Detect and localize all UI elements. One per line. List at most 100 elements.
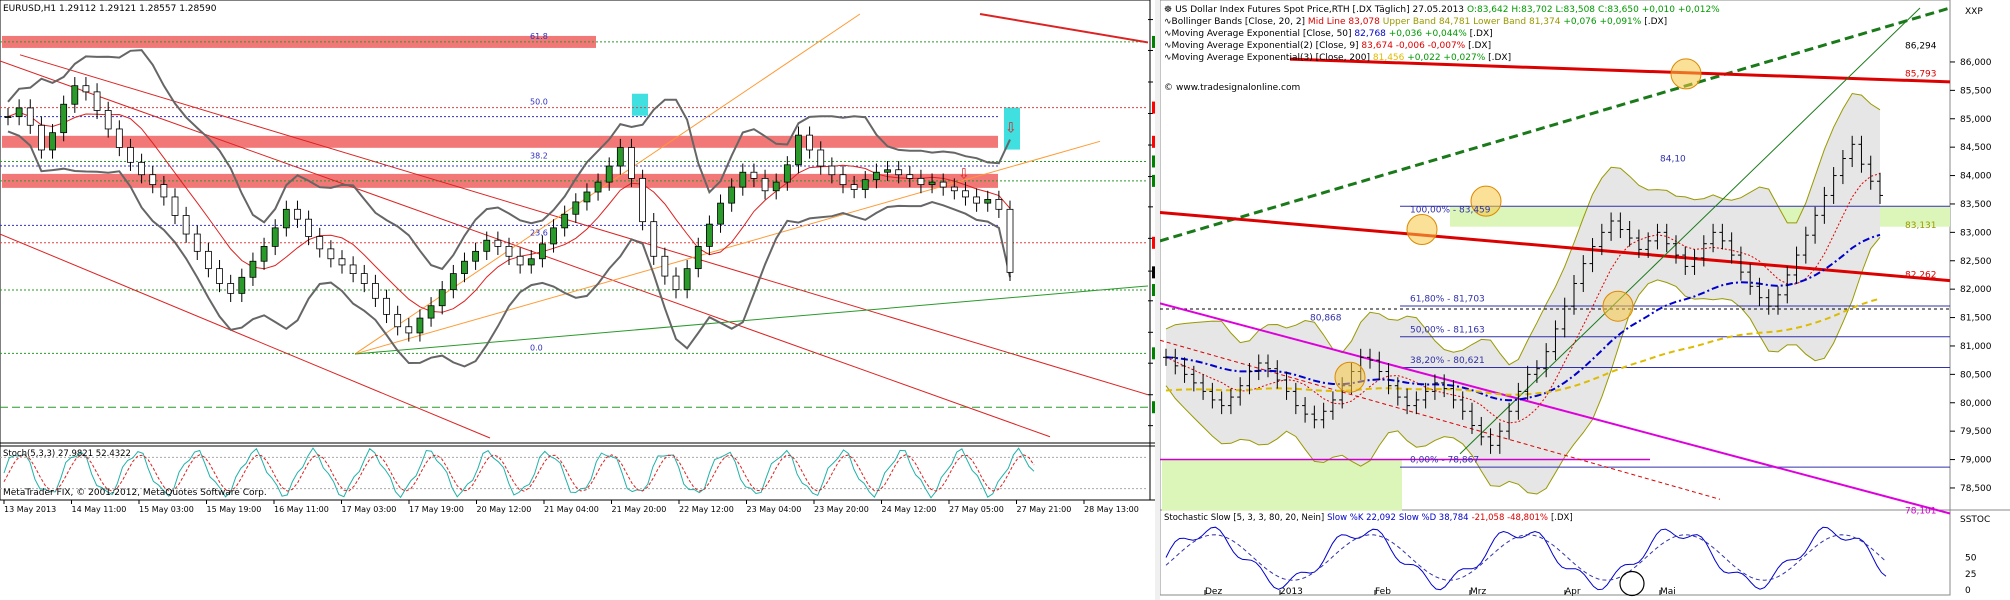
mt4-eurusd-chart[interactable]: ⇩⇩ 61.850.038.223.60.01.306351.303851.30… xyxy=(0,0,1155,600)
candle-body xyxy=(806,134,813,151)
candle-body xyxy=(427,305,435,319)
candle-body xyxy=(672,275,680,291)
candle-body xyxy=(661,255,669,277)
candle-body xyxy=(383,297,390,315)
stoch-main xyxy=(3,447,1035,499)
x-tick-label: 14 May 11:00 xyxy=(72,505,127,514)
x-tick-label: 23 May 04:00 xyxy=(747,505,802,514)
candle-body xyxy=(138,161,146,176)
metatrader-watermark: MetaTrader FIX, © 2001-2012, MetaQuotes … xyxy=(3,488,267,498)
x-tick-label: 23 May 20:00 xyxy=(814,505,869,514)
tradesignal-dx-chart[interactable]: 80,868 84,10 100,00% - 83,459 61,80% - 81,7… xyxy=(1160,0,2010,600)
price-label-box xyxy=(1152,236,1155,249)
red-dashed-trend xyxy=(1160,339,1721,500)
dx-y-axis-label: XXP xyxy=(1965,7,1983,17)
fib-annotation: 38,20% - 80,621 xyxy=(1410,356,1485,366)
red-zone-mid xyxy=(2,135,998,148)
stoch-k xyxy=(1165,526,1887,591)
candle-body xyxy=(639,178,646,223)
candle-body xyxy=(895,169,903,176)
price-label-box xyxy=(1152,35,1155,48)
candle-body xyxy=(38,124,45,151)
candle-body xyxy=(973,196,980,204)
x-tick-label: 15 May 19:00 xyxy=(207,505,262,514)
fib-annotation: 61,80% - 81,703 xyxy=(1410,295,1485,305)
candle-body xyxy=(282,208,290,229)
x-tick-label: 16 May 11:00 xyxy=(274,505,329,514)
highlight-circle xyxy=(1334,361,1366,393)
highlight-circle xyxy=(1406,214,1438,246)
candle-body xyxy=(516,255,524,266)
y-tick-label: 81,000 xyxy=(1960,342,1992,352)
candle-body xyxy=(650,221,658,257)
candle-body xyxy=(928,181,936,185)
dx-stoch-suffix: [.DX] xyxy=(1551,513,1573,523)
copyright-glyph-icon: © xyxy=(1164,83,1173,93)
y-tick-label: 83,500 xyxy=(1960,200,1992,210)
candle-body xyxy=(360,273,368,284)
candle-body xyxy=(906,174,914,179)
fib-label: 0.0 xyxy=(530,343,543,352)
candle-body xyxy=(795,134,802,166)
fib-label: 61.8 xyxy=(530,32,548,41)
price-label-box xyxy=(1152,174,1155,187)
fib-label: 50.0 xyxy=(530,98,548,107)
candle-body xyxy=(60,103,68,134)
dx-legend-value: 81,456 xyxy=(1370,53,1405,63)
red-trend-top-right xyxy=(979,13,1149,44)
highlight-circle xyxy=(1602,290,1634,322)
x-tick-label: Mrz xyxy=(1470,587,1486,597)
candle-body xyxy=(115,128,123,148)
eurusd-title: EURUSD,H1 1.29112 1.29121 1.28557 1.2859… xyxy=(3,4,217,14)
red-zone-top xyxy=(2,35,596,48)
highlight-circle xyxy=(1470,185,1502,217)
candle-body xyxy=(995,199,1003,210)
candle-body xyxy=(817,149,825,167)
candle-body xyxy=(884,169,891,173)
bollinger-lower xyxy=(1165,236,1881,495)
candle-body xyxy=(873,171,880,181)
stoch-tick: 0 xyxy=(1965,586,1971,596)
down-channel-lower xyxy=(0,233,491,439)
price-label-box xyxy=(1152,347,1155,360)
y-tick-label: 84,500 xyxy=(1960,143,1992,153)
candle-body xyxy=(149,174,157,185)
candle-body xyxy=(193,233,201,252)
candle-body xyxy=(605,165,613,183)
down-trend-mid xyxy=(19,54,1149,396)
candle-body xyxy=(294,208,301,220)
x-tick-label: 13 May 2013 xyxy=(4,505,56,514)
x-tick-label: 22 May 12:00 xyxy=(679,505,734,514)
y-tick-label: 78,500 xyxy=(1960,484,1992,494)
dx-legend-item: ∿Moving Average Exponential(2) [Close, 9… xyxy=(1164,41,1491,51)
candle-body xyxy=(82,85,90,93)
candle-body xyxy=(761,178,769,192)
y-tick-label: 83,000 xyxy=(1960,228,1992,238)
candle-body xyxy=(694,245,702,270)
dx-stoch-change: -21,058 -48,801% xyxy=(1472,513,1548,523)
fib-annotation: 0,00% - 78,867 xyxy=(1410,455,1479,465)
price-label: 85,793 xyxy=(1905,70,1937,80)
candle-body xyxy=(828,165,836,176)
y-tick-label: 79,000 xyxy=(1960,456,1992,466)
candle-body xyxy=(962,190,969,198)
candle-body xyxy=(683,268,691,291)
candle-body xyxy=(438,289,446,307)
candle-body xyxy=(494,239,502,247)
dx-stoch-label: Stochastic Slow [5, 3, 3, 80, 20, Nein] xyxy=(1164,513,1324,523)
candle-body xyxy=(15,107,23,118)
dx-legend-value: Mid Line 83,078 xyxy=(1305,17,1380,27)
price-label: 82,262 xyxy=(1905,270,1937,280)
candle-body xyxy=(4,116,12,119)
candle-body xyxy=(405,326,413,334)
svg-text:☸US Dollar Index Futures Spot: ☸ US Dollar Index Futures Spot Price,RTH … xyxy=(1164,5,1720,15)
cyan-marker-1 xyxy=(632,93,648,116)
candle-body xyxy=(950,186,958,192)
bollinger-fill xyxy=(1166,93,1880,494)
stoch-tick: 25 xyxy=(1965,570,1976,580)
green-zone-bottom xyxy=(1162,459,1402,511)
candle-body xyxy=(49,132,56,151)
dx-legend-value: [.DX] xyxy=(1641,17,1667,27)
dx-stoch-k: Slow %K 22,092 xyxy=(1327,513,1396,523)
x-tick-label: 24 May 12:00 xyxy=(882,505,937,514)
